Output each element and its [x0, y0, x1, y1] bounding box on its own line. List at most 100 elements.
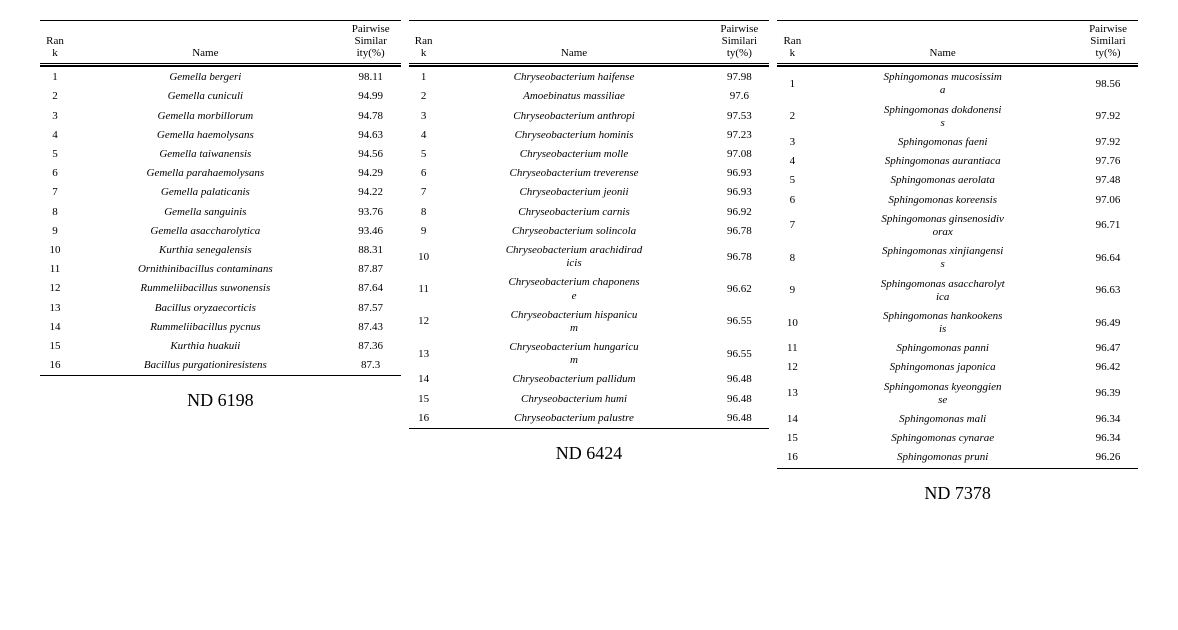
cell-name: Gemella palaticanis — [70, 183, 341, 202]
cell-similarity: 97.53 — [709, 107, 769, 126]
cell-name: Bacillus oryzaecorticis — [70, 299, 341, 318]
cell-name: Chryseobacterium humi — [439, 390, 710, 409]
cell-name: Sphingomonas ginsenosidivorax — [807, 210, 1078, 242]
cell-name: Gemella taiwanensis — [70, 145, 341, 164]
cell-name: Sphingomonas asaccharolytica — [807, 275, 1078, 307]
table-row: 16Chryseobacterium palustre96.48 — [409, 409, 770, 429]
cell-rank: 8 — [409, 203, 439, 222]
table-caption: ND 7378 — [777, 469, 1138, 504]
cell-similarity: 97.92 — [1078, 101, 1138, 133]
cell-similarity: 94.63 — [341, 126, 401, 145]
table-row: 6Chryseobacterium treverense96.93 — [409, 164, 770, 183]
table-row: 1Sphingomonas mucosissima98.56 — [777, 67, 1138, 101]
cell-name: Chryseobacterium hispanicum — [439, 306, 710, 338]
cell-name: Sphingomonas aurantiaca — [807, 152, 1078, 171]
cell-rank: 1 — [777, 67, 807, 101]
table-row: 6Gemella parahaemolysans94.29 — [40, 164, 401, 183]
table-row: 2Sphingomonas dokdonensis97.92 — [777, 101, 1138, 133]
cell-similarity: 97.6 — [709, 87, 769, 106]
cell-similarity: 97.48 — [1078, 171, 1138, 190]
cell-name: Chryseobacterium molle — [439, 145, 710, 164]
col-sim: Pairwise Similarity(%) — [1078, 21, 1138, 65]
cell-rank: 16 — [409, 409, 439, 429]
col-rank: Rank — [409, 21, 439, 65]
cell-similarity: 97.92 — [1078, 133, 1138, 152]
table-block-2: Rank Name Pairwise Similarity(%) 1Chryse… — [409, 20, 770, 464]
cell-rank: 13 — [40, 299, 70, 318]
cell-name: Kurthia senegalensis — [70, 241, 341, 260]
cell-similarity: 87.3 — [341, 356, 401, 376]
cell-rank: 7 — [40, 183, 70, 202]
cell-rank: 16 — [777, 448, 807, 468]
table-row: 8Gemella sanguinis93.76 — [40, 203, 401, 222]
cell-name: Chryseobacterium hungaricum — [439, 338, 710, 370]
cell-similarity: 96.63 — [1078, 275, 1138, 307]
table-row: 4Sphingomonas aurantiaca97.76 — [777, 152, 1138, 171]
cell-name: Chryseobacterium palustre — [439, 409, 710, 429]
cell-similarity: 87.64 — [341, 279, 401, 298]
table-row: 16Bacillus purgationiresistens87.3 — [40, 356, 401, 376]
col-name: Name — [439, 21, 710, 65]
cell-rank: 4 — [777, 152, 807, 171]
cell-rank: 9 — [409, 222, 439, 241]
cell-name: Sphingomonas mali — [807, 410, 1078, 429]
cell-similarity: 96.64 — [1078, 242, 1138, 274]
cell-rank: 12 — [777, 358, 807, 377]
table-row: 15Kurthia huakuii87.36 — [40, 337, 401, 356]
cell-rank: 2 — [40, 87, 70, 106]
table-row: 11Ornithinibacillus contaminans87.87 — [40, 260, 401, 279]
cell-rank: 8 — [777, 242, 807, 274]
cell-rank: 5 — [409, 145, 439, 164]
cell-rank: 15 — [777, 429, 807, 448]
cell-rank: 3 — [777, 133, 807, 152]
cell-name: Chryseobacterium anthropi — [439, 107, 710, 126]
cell-similarity: 88.31 — [341, 241, 401, 260]
cell-rank: 13 — [409, 338, 439, 370]
cell-similarity: 97.76 — [1078, 152, 1138, 171]
table-row: 15Sphingomonas cynarae96.34 — [777, 429, 1138, 448]
cell-name: Sphingomonas pruni — [807, 448, 1078, 468]
table-row: 10Sphingomonas hankookensis96.49 — [777, 307, 1138, 339]
cell-similarity: 96.92 — [709, 203, 769, 222]
cell-name: Sphingomonas japonica — [807, 358, 1078, 377]
cell-similarity: 98.11 — [341, 67, 401, 88]
cell-rank: 11 — [409, 273, 439, 305]
table-row: 16Sphingomonas pruni96.26 — [777, 448, 1138, 468]
cell-similarity: 96.78 — [709, 241, 769, 273]
cell-rank: 2 — [409, 87, 439, 106]
cell-name: Chryseobacterium arachidiradicis — [439, 241, 710, 273]
table-row: 13Chryseobacterium hungaricum96.55 — [409, 338, 770, 370]
similarity-table: Rank Name Pairwise Similarity(%) 1Chryse… — [409, 20, 770, 429]
cell-name: Sphingomonas hankookensis — [807, 307, 1078, 339]
cell-name: Sphingomonas kyeonggiense — [807, 378, 1078, 410]
table-row: 5Gemella taiwanensis94.56 — [40, 145, 401, 164]
cell-similarity: 93.46 — [341, 222, 401, 241]
cell-similarity: 96.48 — [709, 390, 769, 409]
similarity-table: Rank Name Pairwise Similarity(%) 1Sphing… — [777, 20, 1138, 469]
cell-similarity: 96.55 — [709, 338, 769, 370]
cell-rank: 14 — [40, 318, 70, 337]
cell-rank: 10 — [40, 241, 70, 260]
cell-similarity: 96.39 — [1078, 378, 1138, 410]
table-row: 3Sphingomonas faeni97.92 — [777, 133, 1138, 152]
table-row: 9Sphingomonas asaccharolytica96.63 — [777, 275, 1138, 307]
cell-similarity: 93.76 — [341, 203, 401, 222]
col-sim: Pairwise Similarity(%) — [709, 21, 769, 65]
cell-rank: 10 — [777, 307, 807, 339]
cell-similarity: 96.62 — [709, 273, 769, 305]
table-row: 14Sphingomonas mali96.34 — [777, 410, 1138, 429]
table-row: 5Sphingomonas aerolata97.48 — [777, 171, 1138, 190]
cell-rank: 14 — [409, 370, 439, 389]
cell-name: Rummeliibacillus pycnus — [70, 318, 341, 337]
cell-rank: 1 — [409, 67, 439, 88]
cell-rank: 16 — [40, 356, 70, 376]
cell-similarity: 96.93 — [709, 164, 769, 183]
cell-similarity: 87.87 — [341, 260, 401, 279]
cell-rank: 6 — [409, 164, 439, 183]
table-caption: ND 6198 — [40, 376, 401, 411]
table-block-3: Rank Name Pairwise Similarity(%) 1Sphing… — [777, 20, 1138, 504]
cell-rank: 1 — [40, 67, 70, 88]
table-row: 9Chryseobacterium solincola96.78 — [409, 222, 770, 241]
cell-similarity: 96.48 — [709, 409, 769, 429]
cell-rank: 6 — [777, 191, 807, 210]
